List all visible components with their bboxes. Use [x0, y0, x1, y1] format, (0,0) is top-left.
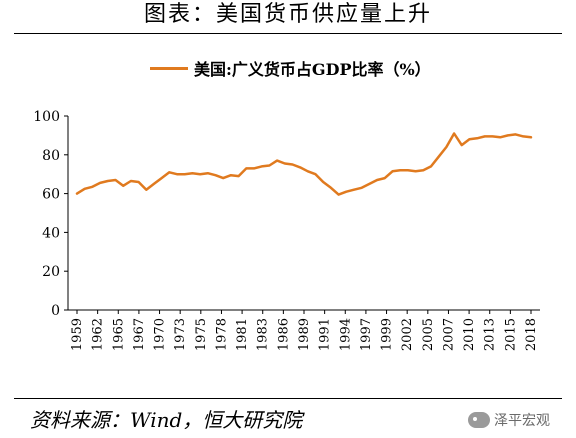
x-tick-label: 2005 [421, 318, 436, 351]
x-tick-label: 1965 [111, 318, 126, 351]
x-tick-label: 1989 [297, 318, 312, 351]
x-tick-label: 1959 [70, 318, 85, 351]
title-divider [14, 33, 562, 34]
x-axis-ticks: 1959 1962 1965 1967 1970 1973 1975 1978 1981 1983… [70, 310, 539, 351]
y-tick-label: 60 [42, 187, 60, 203]
series-line-0 [75, 132, 533, 196]
watermark: 泽平宏观 [468, 410, 550, 430]
y-tick-label: 100 [33, 109, 60, 125]
x-tick-label: 1962 [91, 318, 106, 351]
watermark-text: 泽平宏观 [494, 413, 550, 429]
x-tick-label: 2013 [483, 318, 498, 351]
y-tick-label: 80 [42, 148, 60, 164]
source-note: 资料来源：Wind，恒大研究院 [30, 408, 303, 432]
y-tick-label: 40 [42, 225, 60, 241]
x-tick-label: 2002 [400, 318, 415, 351]
x-tick-label: 2018 [524, 318, 539, 351]
x-tick-label: 1978 [214, 318, 229, 351]
x-tick-label: 2015 [503, 318, 518, 351]
x-tick-label: 1994 [338, 318, 353, 351]
x-tick-label: 1975 [194, 318, 209, 351]
legend: 美国:广义货币占GDP比率（%） [150, 58, 431, 79]
wechat-icon [468, 412, 490, 428]
y-tick-label: 0 [51, 303, 60, 319]
x-tick-label: 1970 [153, 318, 168, 351]
y-tick-label: 20 [42, 264, 60, 280]
x-tick-label: 1973 [173, 318, 188, 351]
x-tick-label: 1981 [235, 318, 250, 351]
x-tick-label: 1986 [276, 318, 291, 351]
x-tick-label: 1997 [359, 318, 374, 351]
source-divider [14, 398, 562, 399]
x-tick-label: 2007 [441, 318, 456, 351]
y-axis-ticks: 0 20 40 60 80 100 [33, 109, 68, 319]
axes [67, 116, 540, 311]
x-tick-label: 1999 [380, 318, 395, 351]
chart-title: 图表：美国货币供应量上升 [143, 2, 432, 27]
legend-swatch [150, 66, 188, 70]
line-chart: 0 20 40 60 80 100 1959 1962 1965 1967 1970 1973 197… [33, 109, 540, 351]
legend-label: 美国:广义货币占GDP比率（%） [194, 60, 431, 79]
series-layer [75, 132, 533, 196]
x-tick-label: 1991 [318, 318, 333, 351]
x-tick-label: 2010 [462, 318, 477, 351]
x-tick-label: 1983 [256, 318, 271, 351]
x-tick-label: 1967 [132, 318, 147, 351]
